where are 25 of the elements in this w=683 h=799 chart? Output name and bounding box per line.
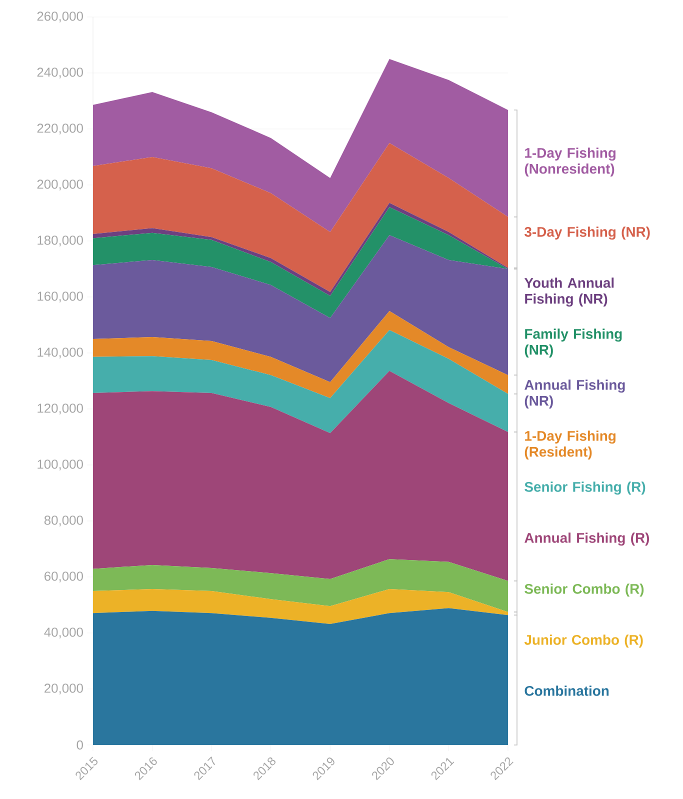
series-label: 3-Day Fishing (NR)	[524, 226, 650, 240]
text: 1-Day Fishing (Resident)	[524, 430, 616, 460]
series-label: 1-Day Fishing (Nonresident)	[524, 148, 616, 177]
y-tick-label: 80,000	[44, 516, 83, 526]
y-tick-label: 40,000	[44, 628, 83, 638]
series-label: Combination	[524, 686, 609, 696]
y-tick-label: 160,000	[38, 292, 83, 302]
y-tick-label: 100,000	[38, 460, 83, 470]
y-tick-label: 0	[76, 740, 83, 750]
y-tick-label: 140,000	[38, 348, 83, 358]
series-label: Youth Annual Fishing (NR)	[524, 278, 614, 307]
series-label: Annual Fishing (NR)	[524, 380, 625, 409]
y-tick-label: 60,000	[44, 572, 83, 582]
y-tick-label: 200,000	[37, 180, 83, 190]
y-tick-label: 220,000	[37, 124, 83, 134]
series-label: Senior Combo (R)	[524, 584, 644, 597]
y-tick-label: 120,000	[38, 404, 83, 414]
text: Senior Fishing (R)	[524, 482, 646, 495]
y-tick-label: 260,000	[37, 12, 83, 22]
y-tick-label: 20,000	[44, 684, 83, 694]
y-tick-label: 180,000	[38, 236, 83, 246]
text: Family Fishing (NR)	[524, 328, 622, 358]
series-label: Annual Fishing (R)	[524, 532, 650, 546]
y-tick-label: 240,000	[37, 68, 83, 78]
series-label: Junior Combo (R)	[524, 634, 643, 648]
